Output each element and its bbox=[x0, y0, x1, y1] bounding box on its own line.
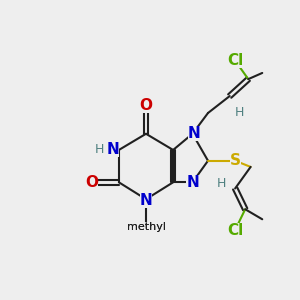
Text: O: O bbox=[140, 98, 152, 113]
Text: H: H bbox=[95, 143, 104, 157]
Text: H: H bbox=[217, 177, 226, 190]
Text: methyl: methyl bbox=[127, 222, 166, 232]
Text: H: H bbox=[234, 106, 244, 119]
Text: Cl: Cl bbox=[227, 53, 243, 68]
Text: N: N bbox=[188, 126, 200, 141]
Text: S: S bbox=[230, 153, 241, 168]
Text: Cl: Cl bbox=[227, 223, 243, 238]
Text: O: O bbox=[85, 175, 98, 190]
Text: N: N bbox=[186, 175, 199, 190]
Text: N: N bbox=[140, 193, 152, 208]
Text: methyl: methyl bbox=[127, 222, 166, 232]
Text: N: N bbox=[106, 142, 119, 158]
